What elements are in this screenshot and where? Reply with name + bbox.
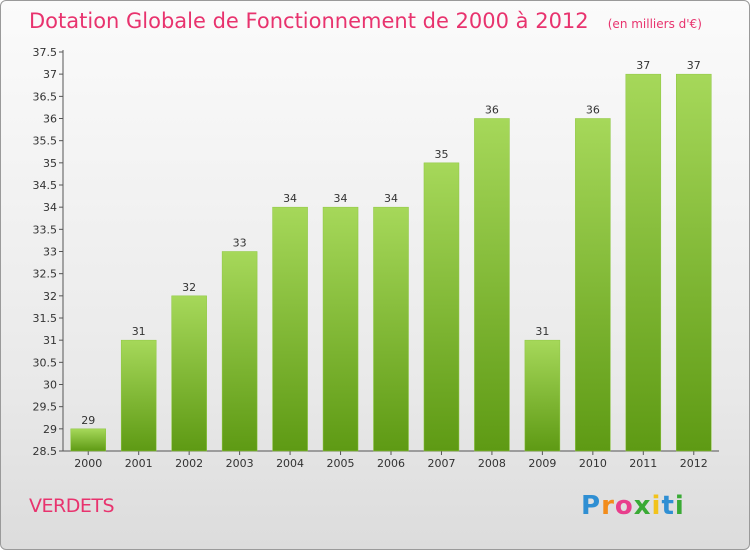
- bar: [171, 295, 207, 452]
- bar: [221, 251, 258, 452]
- bar: [625, 73, 662, 452]
- x-tick-label: 2010: [579, 457, 607, 470]
- x-tick-label: 2009: [528, 457, 556, 470]
- y-tick-label: 29: [43, 423, 57, 436]
- x-tick-label: 2008: [478, 457, 506, 470]
- proxiti-logo[interactable]: Proxiti: [581, 491, 685, 521]
- chart-title: Dotation Globale de Fonctionnement de 20…: [29, 9, 589, 33]
- x-tick-label: 2011: [629, 457, 657, 470]
- y-tick-label: 30: [43, 379, 57, 392]
- y-tick-label: 35: [43, 157, 57, 170]
- y-tick-label: 34.5: [33, 179, 58, 192]
- y-tick-label: 31: [43, 334, 57, 347]
- x-tick-label: 2000: [74, 457, 102, 470]
- bar: [524, 339, 561, 452]
- y-tick-label: 31.5: [33, 312, 58, 325]
- bar: [272, 206, 308, 452]
- bar: [575, 118, 611, 452]
- x-tick-label: 2005: [327, 457, 355, 470]
- bar-layer: [70, 73, 712, 452]
- y-tick-label: 28.5: [33, 445, 58, 458]
- bar: [70, 428, 106, 452]
- x-tick-label: 2002: [175, 457, 203, 470]
- y-tick-label: 33.5: [33, 223, 58, 236]
- y-tick-label: 35.5: [33, 135, 58, 148]
- axis-layer: 28.5 29 29.5 30 30.5 31 31.5 32 32.5 33 33.5 34 34.5…: [33, 46, 719, 470]
- data-label: 33: [233, 237, 247, 250]
- data-label: 34: [283, 192, 297, 205]
- bar: [676, 73, 712, 452]
- y-tick-label: 33: [43, 246, 57, 259]
- logo-letter: x: [633, 491, 652, 521]
- bar: [373, 206, 409, 452]
- y-tick-label: 32: [43, 290, 57, 303]
- data-label: 36: [485, 104, 499, 117]
- bar: [423, 162, 460, 452]
- data-label: 31: [535, 325, 549, 338]
- logo-letter: r: [601, 491, 615, 521]
- y-tick-label: 37.5: [33, 46, 58, 59]
- logo-letter: t: [661, 491, 675, 521]
- data-label: 34: [384, 192, 398, 205]
- y-tick-label: 36.5: [33, 90, 58, 103]
- data-label: 35: [434, 148, 448, 161]
- commune-name: VERDETS: [29, 495, 115, 517]
- logo-letter: i: [674, 491, 685, 521]
- x-tick-label: 2012: [680, 457, 708, 470]
- data-label: 37: [687, 59, 701, 72]
- chart-unit: (en milliers d'€): [607, 17, 702, 31]
- data-label: 36: [586, 104, 600, 117]
- logo-letter: i: [651, 491, 662, 521]
- bar: [120, 339, 157, 452]
- logo-letter: P: [581, 491, 602, 521]
- x-tick-label: 2003: [226, 457, 254, 470]
- y-tick-label: 36: [43, 113, 57, 126]
- logo-letter: o: [614, 491, 634, 521]
- x-tick-label: 2004: [276, 457, 304, 470]
- bar: [322, 206, 359, 452]
- data-label: 31: [132, 325, 146, 338]
- y-tick-label: 30.5: [33, 356, 58, 369]
- label-layer: 29 31 32 33 34 34 34 35 36 31 36 37 37: [81, 59, 701, 427]
- x-tick-label: 2006: [377, 457, 405, 470]
- data-label: 34: [334, 192, 348, 205]
- data-label: 29: [81, 414, 95, 427]
- bar: [474, 118, 510, 452]
- y-tick-label: 29.5: [33, 401, 58, 414]
- data-label: 32: [182, 281, 196, 294]
- title-row: Dotation Globale de Fonctionnement de 20…: [29, 9, 702, 33]
- x-tick-label: 2007: [427, 457, 455, 470]
- y-tick-label: 37: [43, 68, 57, 81]
- data-label: 37: [636, 59, 650, 72]
- x-tick-label: 2001: [125, 457, 153, 470]
- y-tick-label: 32.5: [33, 268, 58, 281]
- y-tick-label: 34: [43, 201, 57, 214]
